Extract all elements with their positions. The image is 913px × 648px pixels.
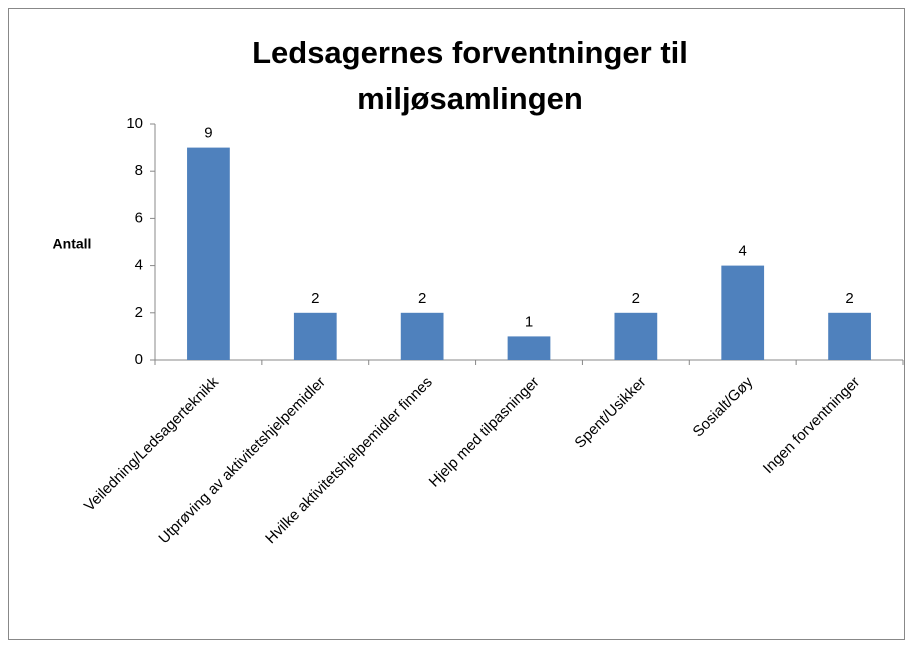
y-axis-label: Antall <box>53 236 92 252</box>
value-label: 2 <box>311 290 319 307</box>
bar <box>828 312 871 360</box>
y-tick-label: 10 <box>126 115 143 132</box>
bar <box>507 336 551 360</box>
bar <box>187 147 230 360</box>
value-label: 9 <box>204 125 212 142</box>
chart-title: Ledsagernes forventninger til miljøsamli… <box>252 35 688 116</box>
y-tick-label: 4 <box>135 257 143 274</box>
bar <box>721 265 765 360</box>
value-label: 2 <box>845 290 853 307</box>
y-tick-label: 2 <box>135 304 143 321</box>
bar <box>293 312 337 360</box>
y-tick-label: 8 <box>135 162 143 179</box>
y-tick-label: 6 <box>135 209 143 226</box>
value-label: 1 <box>525 313 533 330</box>
bar <box>400 312 444 360</box>
value-label: 4 <box>739 243 747 260</box>
bar <box>614 312 658 360</box>
y-tick-label: 0 <box>135 351 143 368</box>
value-label: 2 <box>418 290 426 307</box>
value-label: 2 <box>632 290 640 307</box>
